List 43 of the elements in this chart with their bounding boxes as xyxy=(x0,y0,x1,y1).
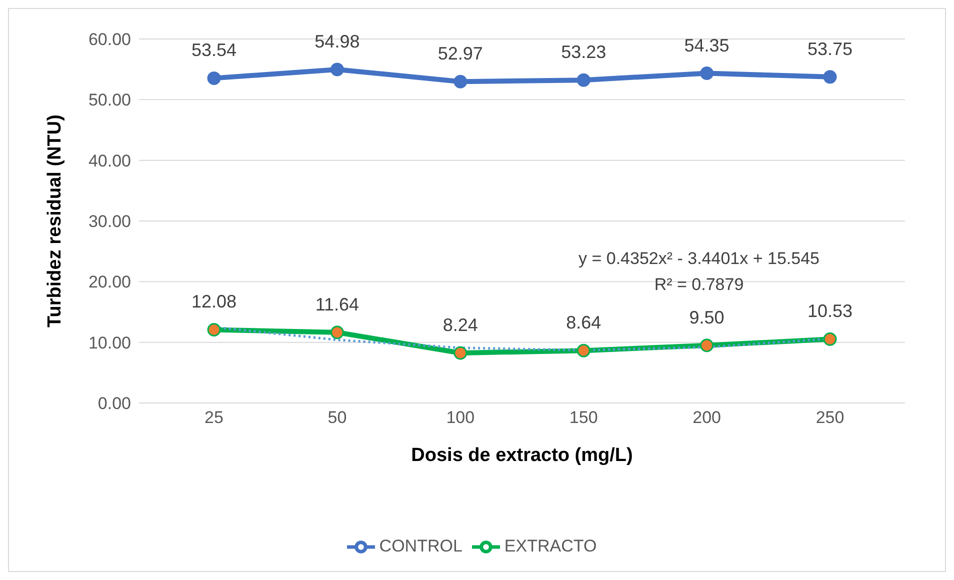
y-tick-label: 60.00 xyxy=(88,30,131,50)
y-tick-label: 40.00 xyxy=(88,151,131,170)
data-label: 52.97 xyxy=(438,44,483,64)
legend-label: EXTRACTO xyxy=(504,536,597,556)
x-tick-label: 100 xyxy=(446,408,475,428)
point xyxy=(700,338,714,352)
data-label: 9.50 xyxy=(689,307,724,328)
point xyxy=(207,322,221,336)
data-label: 54.35 xyxy=(684,35,730,56)
point xyxy=(576,73,590,87)
point xyxy=(700,66,714,80)
annotation: R² = 0.7879 xyxy=(653,275,745,295)
point xyxy=(207,71,221,85)
data-label: 11.64 xyxy=(315,294,360,314)
data-label: 12.08 xyxy=(191,292,237,312)
point xyxy=(330,326,344,340)
point xyxy=(823,332,837,346)
x-axis-title: Dosis de extracto (mg/L) xyxy=(411,445,633,466)
data-label: 8.24 xyxy=(442,315,478,336)
data-label: 53.75 xyxy=(807,38,853,59)
y-tick-label: 10.00 xyxy=(88,333,131,352)
data-label: 54.98 xyxy=(314,31,360,52)
point xyxy=(454,74,468,88)
x-tick-label: 250 xyxy=(816,408,844,428)
y-tick-label: 30.00 xyxy=(88,212,131,232)
data-label: 53.23 xyxy=(561,42,606,62)
point xyxy=(823,70,837,84)
y-tick-label: 20.00 xyxy=(88,272,131,292)
x-tick-label: 200 xyxy=(692,408,721,428)
data-label: 10.53 xyxy=(807,301,853,322)
y-tick-label: 0.00 xyxy=(98,394,131,414)
x-tick-label: 150 xyxy=(569,408,598,428)
point xyxy=(330,62,344,76)
data-label: 8.64 xyxy=(566,312,602,333)
x-tick-label: 50 xyxy=(328,408,347,428)
annotation: y = 0.4352x² - 3.4401x + 15.545 xyxy=(577,249,820,269)
x-tick-label: 25 xyxy=(204,408,224,428)
point xyxy=(454,346,468,360)
legend-label: CONTROL xyxy=(379,536,462,556)
point xyxy=(576,344,590,358)
y-tick-label: 50.00 xyxy=(88,90,131,110)
data-label: 53.54 xyxy=(191,40,237,60)
y-axis-title: Turbidez residual (NTU) xyxy=(44,114,66,328)
